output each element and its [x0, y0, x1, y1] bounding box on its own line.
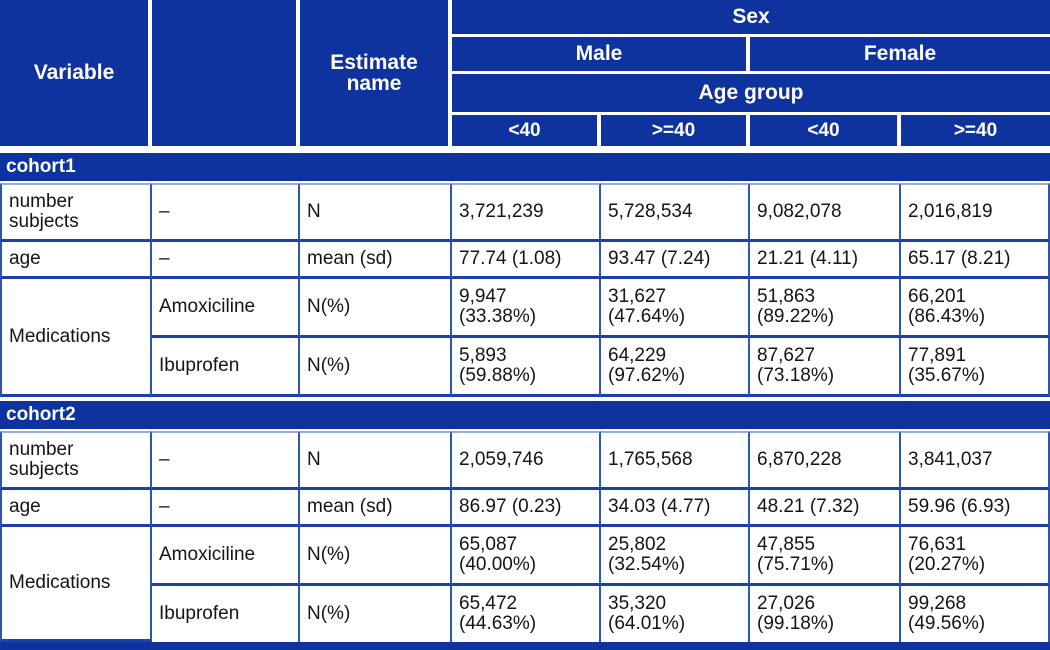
row-level: Ibuprofen: [152, 338, 300, 397]
value-cell: 77.74 (1.08): [452, 242, 601, 279]
row-label: age: [0, 490, 152, 527]
row-level: Amoxiciline: [152, 527, 300, 586]
table-row: Ibuprofen N(%) 65,472 (44.63%) 35,320 (6…: [0, 586, 1050, 642]
value-cell: 31,627 (47.64%): [601, 279, 750, 338]
value-cell: 99,268 (49.56%): [901, 586, 1050, 642]
table-row: Medications Amoxiciline N(%) 9,947 (33.3…: [0, 279, 1050, 397]
value-cell: 2,016,819: [901, 183, 1050, 242]
header-male: Male: [452, 37, 750, 74]
header-age-bin-female-gte40: >=40: [901, 115, 1050, 149]
header-age-bin-female-lt40: <40: [750, 115, 901, 149]
table-row: Medications Amoxiciline N(%) 65,087 (40.…: [0, 527, 1050, 642]
value-cell: 93.47 (7.24): [601, 242, 750, 279]
header-age-bin-male-gte40: >=40: [601, 115, 750, 149]
col-header-blank: [152, 0, 300, 149]
value-cell: 65,472 (44.63%): [452, 586, 601, 642]
section-label-cohort1: cohort1: [0, 149, 1050, 183]
table-row: age – mean (sd) 86.97 (0.23) 34.03 (4.77…: [0, 490, 1050, 527]
row-estimate: N(%): [300, 338, 452, 397]
value-cell: 77,891 (35.67%): [901, 338, 1050, 397]
row-level: –: [152, 183, 300, 242]
header-sex: Sex: [452, 0, 1050, 37]
row-label: number subjects: [0, 183, 152, 242]
row-level: Amoxiciline: [152, 279, 300, 338]
value-cell: 5,728,534: [601, 183, 750, 242]
header-age-group: Age group: [452, 74, 1050, 115]
value-cell: 25,802 (32.54%): [601, 527, 750, 586]
row-level: Ibuprofen: [152, 586, 300, 642]
value-cell: 48.21 (7.32): [750, 490, 901, 527]
value-cell: 21.21 (4.11): [750, 242, 901, 279]
value-cell: 65,087 (40.00%): [452, 527, 601, 586]
section-label-cohort2: cohort2: [0, 397, 1050, 431]
row-estimate: N(%): [300, 586, 452, 642]
table-row: age – mean (sd) 77.74 (1.08) 93.47 (7.24…: [0, 242, 1050, 279]
value-cell: 3,841,037: [901, 431, 1050, 490]
value-cell: 66,201 (86.43%): [901, 279, 1050, 338]
table-row: number subjects – N 2,059,746 1,765,568 …: [0, 431, 1050, 490]
row-level: –: [152, 490, 300, 527]
row-label: Medications: [0, 279, 152, 397]
value-cell: 5,893 (59.88%): [452, 338, 601, 397]
value-cell: 35,320 (64.01%): [601, 586, 750, 642]
header-female: Female: [750, 37, 1050, 74]
value-cell: 6,870,228: [750, 431, 901, 490]
row-estimate: mean (sd): [300, 490, 452, 527]
value-cell: 76,631 (20.27%): [901, 527, 1050, 586]
row-estimate: mean (sd): [300, 242, 452, 279]
row-label: age: [0, 242, 152, 279]
value-cell: 1,765,568: [601, 431, 750, 490]
table-row: Ibuprofen N(%) 5,893 (59.88%) 64,229 (97…: [0, 338, 1050, 397]
value-cell: 27,026 (99.18%): [750, 586, 901, 642]
section-row-cohort1: cohort1: [0, 149, 1050, 183]
value-cell: 64,229 (97.62%): [601, 338, 750, 397]
value-cell: 2,059,746: [452, 431, 601, 490]
col-header-estimate-name: Estimate name: [300, 0, 452, 149]
value-cell: 87,627 (73.18%): [750, 338, 901, 397]
row-level: –: [152, 431, 300, 490]
value-cell: 59.96 (6.93): [901, 490, 1050, 527]
value-cell: 51,863 (89.22%): [750, 279, 901, 338]
value-cell: 9,947 (33.38%): [452, 279, 601, 338]
row-estimate: N: [300, 183, 452, 242]
value-cell: 3,721,239: [452, 183, 601, 242]
value-cell: 9,082,078: [750, 183, 901, 242]
value-cell: 86.97 (0.23): [452, 490, 601, 527]
col-header-variable: Variable: [0, 0, 152, 149]
value-cell: 65.17 (8.21): [901, 242, 1050, 279]
row-level: –: [152, 242, 300, 279]
value-cell: 34.03 (4.77): [601, 490, 750, 527]
value-cell: 47,855 (75.71%): [750, 527, 901, 586]
row-label: Medications: [0, 527, 152, 642]
row-estimate: N(%): [300, 279, 452, 338]
header-age-bin-male-lt40: <40: [452, 115, 601, 149]
table-row: number subjects – N 3,721,239 5,728,534 …: [0, 183, 1050, 242]
section-row-cohort2: cohort2: [0, 397, 1050, 431]
row-estimate: N: [300, 431, 452, 490]
row-label: number subjects: [0, 431, 152, 490]
row-estimate: N(%): [300, 527, 452, 586]
